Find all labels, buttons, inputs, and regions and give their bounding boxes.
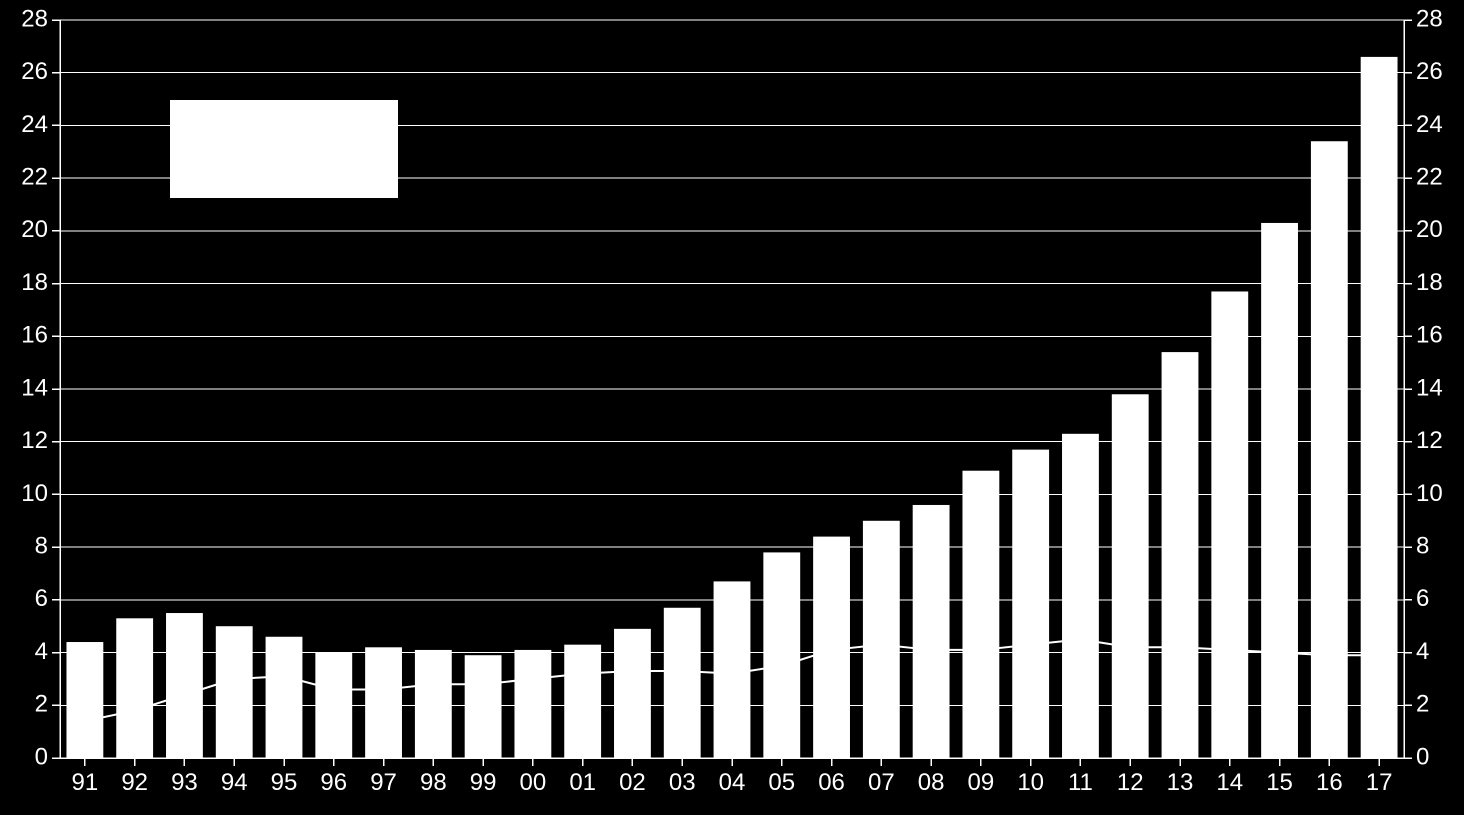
bar	[66, 642, 103, 758]
bar	[813, 537, 850, 758]
x-tick-label: 16	[1316, 769, 1343, 796]
x-tick-label: 98	[420, 769, 447, 796]
bar	[564, 645, 601, 758]
bar	[614, 629, 651, 758]
bar-line-chart: 0246810121416182022242628 02468101214161…	[0, 0, 1464, 815]
y-tick-right: 22	[1416, 163, 1443, 190]
bar	[962, 471, 999, 758]
x-tick-label: 96	[320, 769, 347, 796]
x-tick-label: 11	[1068, 769, 1093, 796]
y-tick-left: 10	[21, 480, 48, 507]
x-tick-label: 08	[918, 769, 945, 796]
y-tick-right: 0	[1416, 743, 1429, 770]
x-tick-label: 17	[1366, 769, 1393, 796]
y-tick-right: 16	[1416, 322, 1443, 349]
y-tick-left: 4	[35, 638, 48, 665]
bar	[514, 650, 551, 758]
x-tick-label: 93	[171, 769, 198, 796]
y-tick-right: 26	[1416, 58, 1443, 85]
y-tick-left: 24	[21, 111, 48, 138]
y-tick-left: 14	[21, 374, 48, 401]
y-tick-left: 6	[35, 585, 48, 612]
y-tick-right: 2	[1416, 691, 1429, 718]
y-tick-right: 14	[1416, 374, 1443, 401]
y-tick-right: 10	[1416, 480, 1443, 507]
y-tick-left: 8	[35, 532, 48, 559]
y-tick-left: 18	[21, 269, 48, 296]
y-tick-right: 4	[1416, 638, 1429, 665]
bar	[116, 618, 153, 758]
x-tick-label: 05	[768, 769, 795, 796]
bar	[714, 581, 751, 758]
y-tick-right: 12	[1416, 427, 1443, 454]
bar	[1311, 141, 1348, 758]
x-tick-label: 15	[1266, 769, 1293, 796]
x-tick-label: 92	[121, 769, 148, 796]
y-tick-left: 2	[35, 691, 48, 718]
y-tick-left: 22	[21, 163, 48, 190]
x-tick-label: 12	[1117, 769, 1144, 796]
bar	[763, 552, 800, 758]
bar	[1112, 394, 1149, 758]
bar	[1062, 434, 1099, 758]
bar	[415, 650, 452, 758]
bar	[1361, 57, 1398, 758]
y-tick-left: 26	[21, 58, 48, 85]
x-tick-label: 91	[72, 769, 99, 796]
x-tick-label: 04	[719, 769, 746, 796]
x-tick-label: 06	[818, 769, 845, 796]
legend-rect	[170, 100, 398, 198]
x-tick-label: 02	[619, 769, 646, 796]
y-tick-left: 16	[21, 322, 48, 349]
bar	[365, 647, 402, 758]
y-tick-right: 20	[1416, 216, 1443, 243]
y-tick-left: 28	[21, 5, 48, 32]
bar	[465, 655, 502, 758]
y-tick-right: 18	[1416, 269, 1443, 296]
bar	[266, 637, 303, 758]
bar	[315, 653, 352, 758]
bar	[166, 613, 203, 758]
bar	[1211, 291, 1248, 758]
y-tick-left: 12	[21, 427, 48, 454]
x-tick-label: 00	[520, 769, 547, 796]
y-tick-right: 24	[1416, 111, 1443, 138]
x-tick-label: 95	[271, 769, 298, 796]
x-tick-label: 13	[1167, 769, 1194, 796]
bar	[664, 608, 701, 758]
bar	[1012, 450, 1049, 758]
y-tick-right: 6	[1416, 585, 1429, 612]
bar	[216, 626, 253, 758]
x-tick-label: 10	[1017, 769, 1044, 796]
bar	[1162, 352, 1199, 758]
bar	[913, 505, 950, 758]
y-tick-right: 8	[1416, 532, 1429, 559]
x-tick-label: 09	[968, 769, 995, 796]
x-tick-label: 94	[221, 769, 248, 796]
y-tick-right: 28	[1416, 5, 1443, 32]
y-tick-left: 20	[21, 216, 48, 243]
legend-box	[170, 100, 398, 198]
bar	[1261, 223, 1298, 758]
x-tick-label: 14	[1216, 769, 1243, 796]
bar	[863, 521, 900, 758]
x-tick-label: 97	[370, 769, 397, 796]
x-tick-label: 03	[669, 769, 696, 796]
x-tick-label: 99	[470, 769, 497, 796]
y-tick-left: 0	[35, 743, 48, 770]
x-tick-label: 01	[569, 769, 596, 796]
x-tick-label: 07	[868, 769, 895, 796]
